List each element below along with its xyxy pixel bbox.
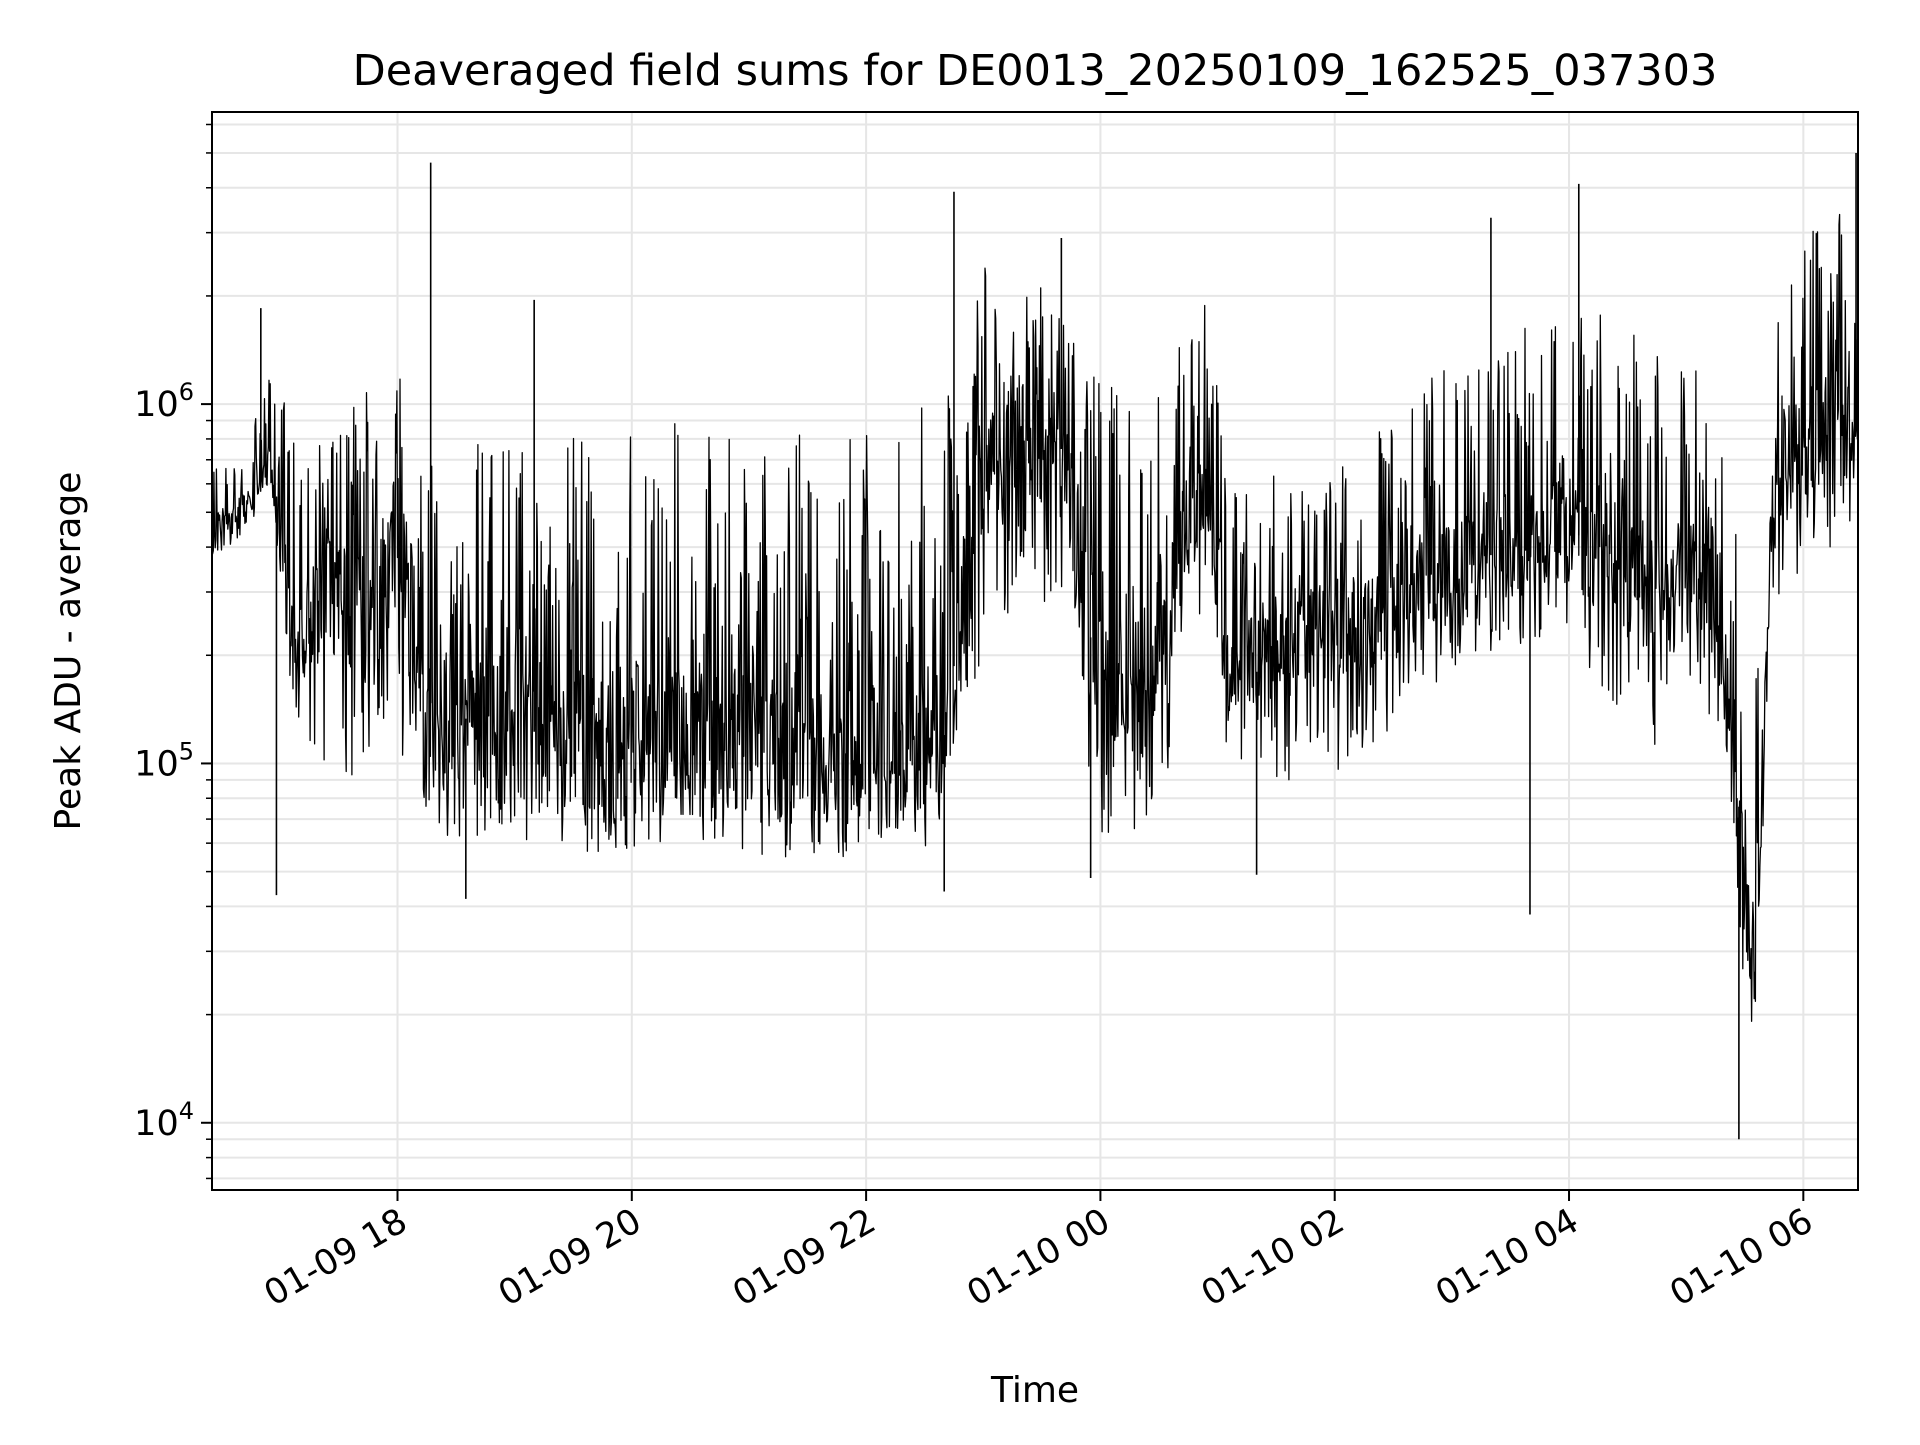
y-tick-label: 105 xyxy=(134,737,194,784)
y-tick-label: 106 xyxy=(134,378,194,425)
data-layer xyxy=(211,152,1859,1140)
y-tick-label: 104 xyxy=(134,1097,194,1144)
series-line xyxy=(211,213,1859,1022)
chart-title: Deaveraged field sums for DE0013_2025010… xyxy=(353,46,1718,96)
x-axis-label: Time xyxy=(990,1370,1079,1411)
plot-frame xyxy=(211,111,1859,1191)
y-axis-label: Peak ADU - average xyxy=(48,472,89,831)
